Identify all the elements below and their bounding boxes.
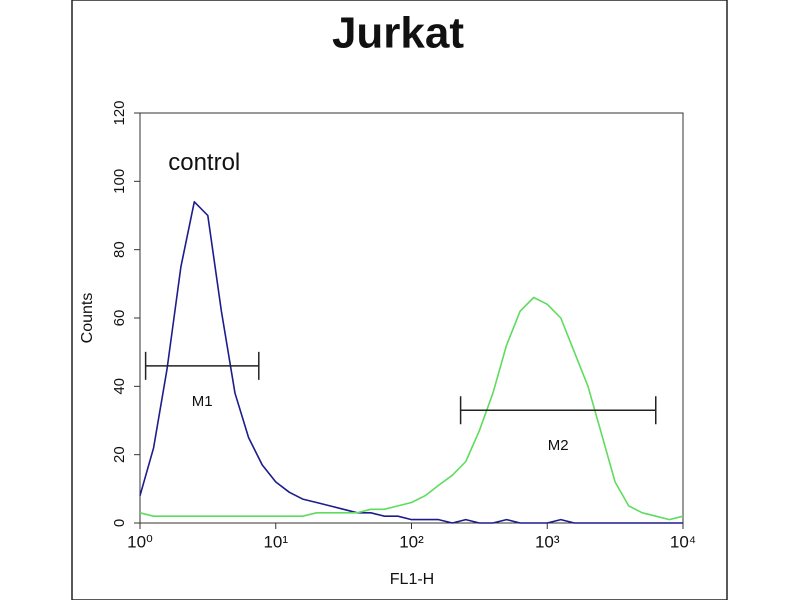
x-tick-label: 10⁰: [127, 532, 153, 551]
y-tick-label: 60: [111, 310, 128, 327]
chart-title: Jurkat: [332, 9, 464, 58]
series-annotation: control: [168, 149, 240, 176]
x-tick-label: 10⁴: [670, 532, 696, 551]
panel-border: [71, 0, 728, 600]
y-tick-label: 100: [111, 169, 128, 194]
y-tick-label: 80: [111, 241, 128, 258]
x-tick-label: 10²: [399, 532, 424, 551]
series-line: [139, 296, 684, 521]
x-tick-label: 10¹: [263, 532, 288, 551]
y-tick-label: 40: [111, 378, 128, 395]
y-tick-label: 0: [111, 519, 128, 527]
gate-label: M1: [192, 393, 213, 410]
y-tick-label: 120: [111, 100, 128, 125]
x-tick-label: 10³: [535, 532, 560, 551]
gate-label: M2: [548, 437, 569, 454]
y-tick-label: 20: [111, 446, 128, 463]
x-axis-label: FL1-H: [390, 571, 434, 588]
y-axis-label: Counts: [79, 293, 96, 344]
